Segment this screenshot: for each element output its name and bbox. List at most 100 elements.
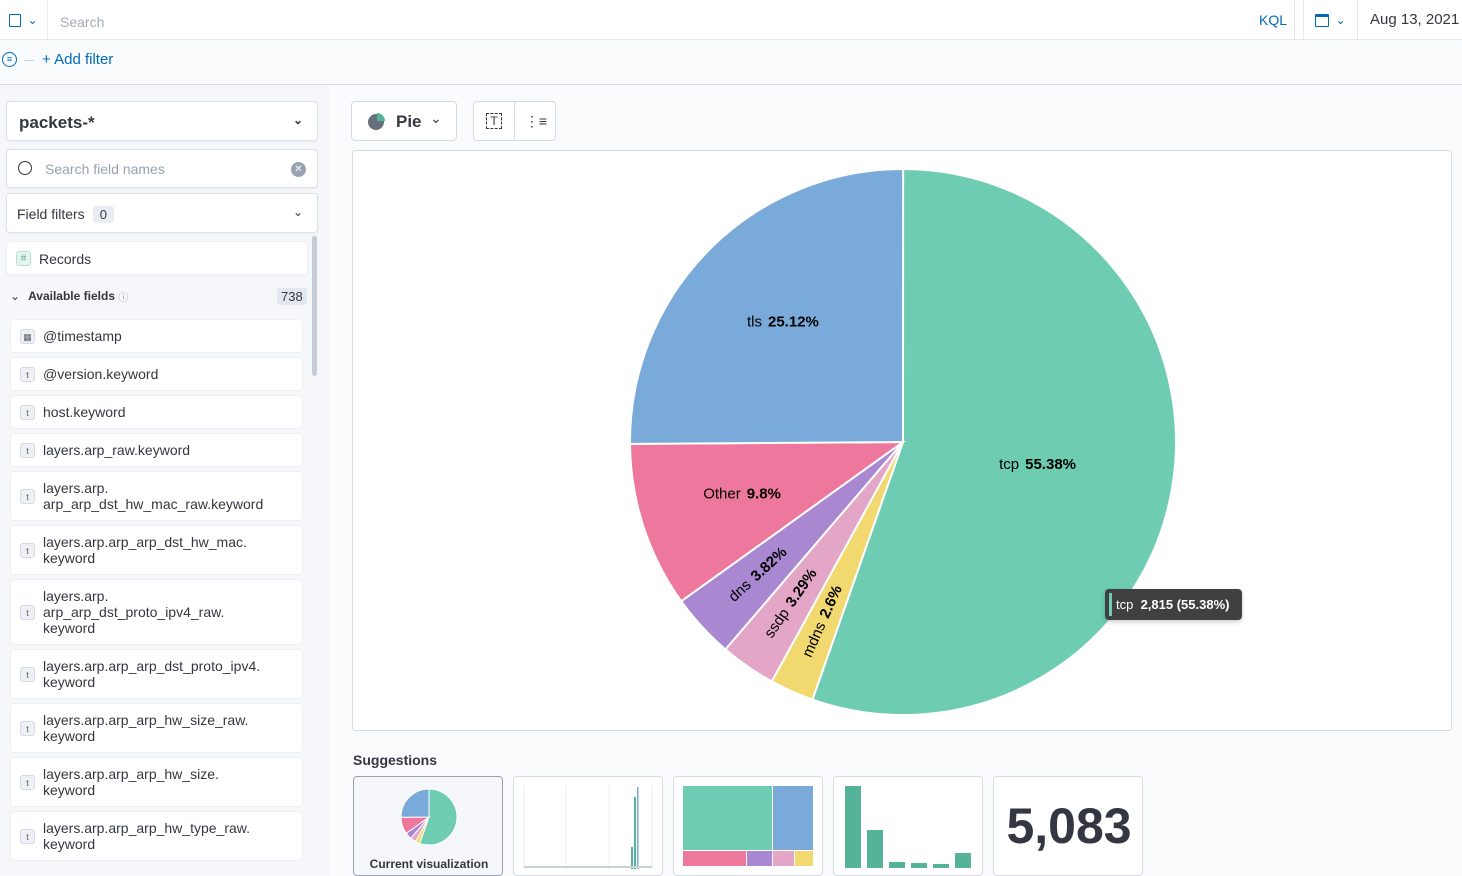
divider: [24, 60, 34, 61]
tooltip-value: 2,815 (55.38%): [1140, 597, 1230, 612]
series-color-marker: [1109, 593, 1112, 616]
string-type-icon: t: [20, 775, 35, 790]
string-type-icon: t: [20, 443, 35, 458]
field-item[interactable]: t layers.arp_raw.keyword: [10, 433, 303, 467]
chevron-down-icon: ⌄: [1335, 13, 1346, 27]
field-label: layers.arp.arp_arp_dst_hw_mac. keyword: [43, 534, 247, 566]
field-label: layers.arp_raw.keyword: [43, 442, 191, 458]
tooltip-label: tcp: [1116, 597, 1134, 612]
suggestion-current[interactable]: Current visualization: [353, 776, 503, 876]
field-label: layers.arp.arp_arp_dst_proto_ipv4. keywo…: [43, 658, 261, 690]
field-item[interactable]: t host.keyword: [10, 395, 303, 429]
field-search-input[interactable]: Search field names ✕: [6, 149, 318, 188]
field-item[interactable]: t layers.arp. arp_arp_dst_hw_mac_raw.keyw…: [10, 471, 303, 521]
pie-chart[interactable]: tcp 55.38%mdns2.6%ssdp3.29%dns3.82%Other 9…: [353, 151, 1453, 732]
suggestions-title: Suggestions: [353, 752, 438, 768]
field-item[interactable]: t layers.arp.arp_arp_hw_size_raw. keyword: [10, 703, 303, 753]
saved-query-button[interactable]: ⌄: [0, 0, 48, 40]
index-pattern-select[interactable]: packets-* ⌄: [6, 101, 318, 141]
pie-slice-tls: [400, 788, 430, 818]
chart-type-label: Pie: [396, 112, 422, 131]
visualization-panel: tcp 55.38% mdns2.6% ssdp3.29% dns3.82% Other 9…: [352, 150, 1452, 731]
available-fields-toggle[interactable]: ⌄ Available fields ⓘ: [10, 289, 128, 304]
field-item[interactable]: t layers.arp.arp_arp_hw_type_raw. keyword: [10, 811, 303, 861]
calendar-icon: [1315, 13, 1330, 27]
metric-value: 5,083: [1006, 798, 1132, 854]
query-language-button[interactable]: KQL: [1252, 0, 1295, 40]
clear-icon[interactable]: ✕: [291, 162, 306, 177]
string-type-icon: t: [20, 721, 35, 736]
field-label: layers.arp. arp_arp_dst_proto_ipv4_raw. …: [43, 588, 225, 636]
field-label: layers.arp.arp_arp_hw_type_raw. keyword: [43, 820, 251, 852]
save-icon: [9, 13, 22, 27]
slice-label: tcp 55.38%: [999, 456, 1076, 473]
add-filter-button[interactable]: + Add filter: [42, 51, 114, 68]
histogram-thumbnail: [523, 785, 653, 869]
string-type-icon: t: [20, 543, 35, 558]
suggestion-bar-time[interactable]: [513, 776, 663, 876]
string-type-icon: t: [20, 605, 35, 620]
chart-tooltip: tcp 2,815 (55.38%): [1105, 589, 1242, 620]
suggestion-metric[interactable]: 5,083: [993, 776, 1143, 876]
pie-slice-tls[interactable]: [629, 167, 905, 445]
filter-bar: [0, 41, 1462, 85]
available-fields-count: 738: [277, 288, 307, 305]
field-item[interactable]: t layers.arp.arp_arp_hw_size. keyword: [10, 757, 303, 807]
field-item[interactable]: t layers.arp.arp_arp_dst_hw_mac. keyword: [10, 525, 303, 575]
filter-icon[interactable]: ≡: [2, 52, 17, 67]
field-label: host.keyword: [43, 404, 126, 420]
slice-name: Other: [703, 485, 741, 502]
help-icon: ⓘ: [118, 293, 129, 304]
start-date[interactable]: Aug 13, 2021 @: [1370, 11, 1462, 28]
records-label: Records: [39, 251, 92, 267]
field-item[interactable]: ▦ @timestamp: [10, 319, 303, 353]
date-quick-menu-button[interactable]: ⌄: [1303, 0, 1358, 40]
sidebar-scrollbar[interactable]: [312, 236, 317, 376]
string-type-icon: t: [20, 829, 35, 844]
field-item[interactable]: t @version.keyword: [10, 357, 303, 391]
slice-name: tcp: [999, 456, 1019, 473]
mini-pie-icon: [400, 788, 458, 846]
field-label: @timestamp: [43, 328, 122, 344]
pie-slice-other[interactable]: [628, 440, 907, 603]
labels-icon: T: [486, 113, 502, 129]
suggestion-label: Current visualization: [369, 857, 489, 871]
field-item[interactable]: t layers.arp. arp_arp_dst_proto_ipv4_raw.…: [10, 579, 303, 645]
chevron-down-icon: ⌄: [10, 289, 21, 303]
query-bar: ⌄ Search KQL ⌄ Aug 13, 2021 @: [0, 0, 1462, 40]
field-label: @version.keyword: [43, 366, 159, 382]
string-type-icon: t: [20, 405, 35, 420]
field-item[interactable]: t layers.arp.arp_arp_dst_proto_ipv4. keyw…: [10, 649, 303, 699]
treemap-thumbnail: [683, 786, 813, 866]
field-label: layers.arp.arp_arp_hw_size_raw. keyword: [43, 712, 249, 744]
field-search-placeholder: Search field names: [45, 161, 165, 177]
chart-type-switch[interactable]: Pie ⌄: [351, 101, 457, 141]
chevron-down-icon: ⌄: [292, 113, 303, 127]
chevron-down-icon: ⌄: [27, 13, 38, 27]
chevron-down-icon: ⌄: [430, 110, 442, 126]
string-type-icon: t: [20, 667, 35, 682]
slice-label: Other 9.8%: [703, 485, 781, 502]
available-fields-label: Available fields: [28, 289, 115, 303]
field-filters-label: Field filters: [17, 206, 85, 222]
legend-icon: ⋮≡: [524, 113, 548, 129]
chevron-down-icon: ⌄: [292, 205, 303, 219]
legend-button[interactable]: ⋮≡: [516, 102, 556, 140]
field-filters-count: 0: [92, 206, 114, 223]
slice-label: tls 25.12%: [747, 314, 819, 331]
suggestion-treemap[interactable]: [673, 776, 823, 876]
search-icon: [18, 161, 32, 175]
index-pattern-label: packets-*: [19, 113, 95, 132]
field-filters-button[interactable]: Field filters 0 ⌄: [6, 193, 318, 233]
bar-thumbnail: [845, 786, 971, 868]
calendar-icon: ▦: [20, 329, 35, 344]
pie-chart-icon: [368, 113, 385, 130]
text-labels-button[interactable]: T: [474, 102, 515, 140]
search-input[interactable]: Search: [60, 14, 105, 30]
field-label: layers.arp.arp_arp_hw_size. keyword: [43, 766, 219, 798]
suggestion-bar[interactable]: [833, 776, 983, 876]
field-records[interactable]: # Records: [6, 241, 308, 275]
number-icon: #: [16, 251, 31, 266]
field-label: layers.arp. arp_arp_dst_hw_mac_raw.keywo…: [43, 480, 264, 512]
slice-name: tls: [747, 314, 762, 331]
